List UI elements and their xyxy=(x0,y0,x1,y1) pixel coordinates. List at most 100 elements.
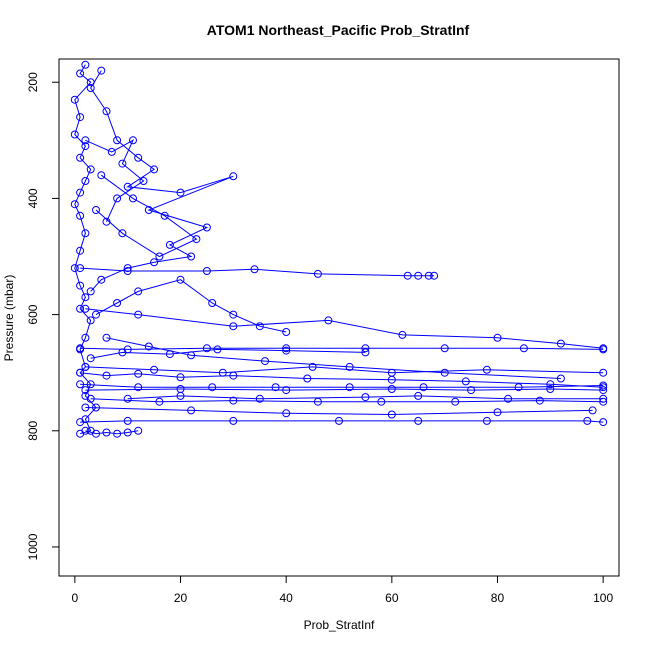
data-point xyxy=(467,386,476,395)
data-point xyxy=(599,386,608,395)
data-point xyxy=(123,416,132,425)
data-point xyxy=(176,275,185,284)
y-tick-label: 1000 xyxy=(26,533,40,560)
data-point xyxy=(150,258,159,267)
data-point xyxy=(229,322,238,331)
data-point xyxy=(123,428,132,437)
data-point xyxy=(519,344,528,353)
data-point xyxy=(599,368,608,377)
data-point xyxy=(107,147,116,156)
series-15 xyxy=(76,368,608,392)
series-9 xyxy=(86,394,608,406)
data-point xyxy=(599,383,608,392)
data-point xyxy=(202,267,211,275)
data-point xyxy=(361,348,370,357)
data-point xyxy=(81,293,90,302)
data-point xyxy=(546,380,555,389)
series-6 xyxy=(81,362,608,377)
chart-title: ATOM1 Northeast_Pacific Prob_StratInf xyxy=(207,22,470,38)
x-tick-label: 100 xyxy=(593,591,613,605)
series-line xyxy=(90,398,604,403)
y-tick-label: 600 xyxy=(26,304,40,324)
data-point xyxy=(361,393,370,402)
series-1 xyxy=(70,60,100,438)
series-18 xyxy=(123,391,608,403)
data-point xyxy=(387,410,396,419)
series-16 xyxy=(92,171,201,261)
data-point xyxy=(97,275,106,284)
y-tick-label: 400 xyxy=(26,188,40,208)
data-point xyxy=(599,418,608,427)
data-point xyxy=(202,223,211,232)
data-point xyxy=(308,362,317,371)
data-point xyxy=(493,333,502,342)
data-point xyxy=(176,391,185,400)
data-point xyxy=(556,339,565,348)
data-point xyxy=(129,136,137,145)
data-point xyxy=(118,159,127,168)
series-line xyxy=(85,308,604,349)
data-point xyxy=(155,252,164,261)
series-line xyxy=(80,420,604,423)
data-point xyxy=(345,362,354,371)
x-tick-label: 60 xyxy=(385,591,399,605)
data-point xyxy=(76,281,85,290)
series-line xyxy=(90,348,366,359)
data-point xyxy=(504,394,513,403)
data-point xyxy=(76,344,85,353)
data-point xyxy=(123,182,132,191)
data-point xyxy=(229,371,238,380)
data-point xyxy=(414,416,423,425)
series-10 xyxy=(81,403,597,419)
data-point xyxy=(70,264,79,273)
series-line xyxy=(127,395,604,400)
data-point xyxy=(335,416,343,425)
x-tick-label: 20 xyxy=(174,591,188,605)
series-11 xyxy=(76,416,608,427)
data-point xyxy=(97,66,106,75)
data-point xyxy=(160,211,169,220)
data-point xyxy=(588,406,597,415)
data-point xyxy=(282,346,291,355)
data-point xyxy=(440,368,449,377)
series-layer xyxy=(70,60,608,438)
data-point xyxy=(76,368,85,377)
data-point xyxy=(76,188,85,197)
data-point xyxy=(546,385,555,393)
data-point xyxy=(229,396,238,405)
data-point xyxy=(92,206,100,214)
data-point xyxy=(139,177,148,185)
data-point xyxy=(129,194,137,203)
x-axis-label: Prob_StratInf xyxy=(304,618,375,632)
data-point xyxy=(461,377,470,386)
data-point xyxy=(97,171,106,180)
data-point xyxy=(255,394,264,403)
data-point xyxy=(76,380,85,389)
data-point xyxy=(70,130,79,139)
data-point xyxy=(86,165,95,174)
data-point xyxy=(213,345,222,354)
series-line xyxy=(85,430,139,435)
series-4 xyxy=(81,304,608,353)
data-point xyxy=(102,107,111,116)
data-point xyxy=(414,391,423,400)
data-point xyxy=(482,416,491,425)
data-point xyxy=(176,373,185,382)
data-point xyxy=(387,385,396,393)
data-point xyxy=(556,374,565,383)
plot-frame xyxy=(58,58,620,577)
series-12 xyxy=(81,426,143,438)
data-point xyxy=(398,330,407,339)
data-point xyxy=(81,229,90,238)
data-point xyxy=(255,322,264,331)
data-point xyxy=(86,287,95,296)
x-tick-label: 40 xyxy=(279,591,293,605)
data-point xyxy=(208,299,217,307)
series-line xyxy=(80,383,604,388)
data-point xyxy=(144,342,153,351)
x-tick-label: 80 xyxy=(491,591,505,605)
data-point xyxy=(113,299,122,307)
series-14 xyxy=(102,333,565,383)
data-point xyxy=(70,200,79,209)
